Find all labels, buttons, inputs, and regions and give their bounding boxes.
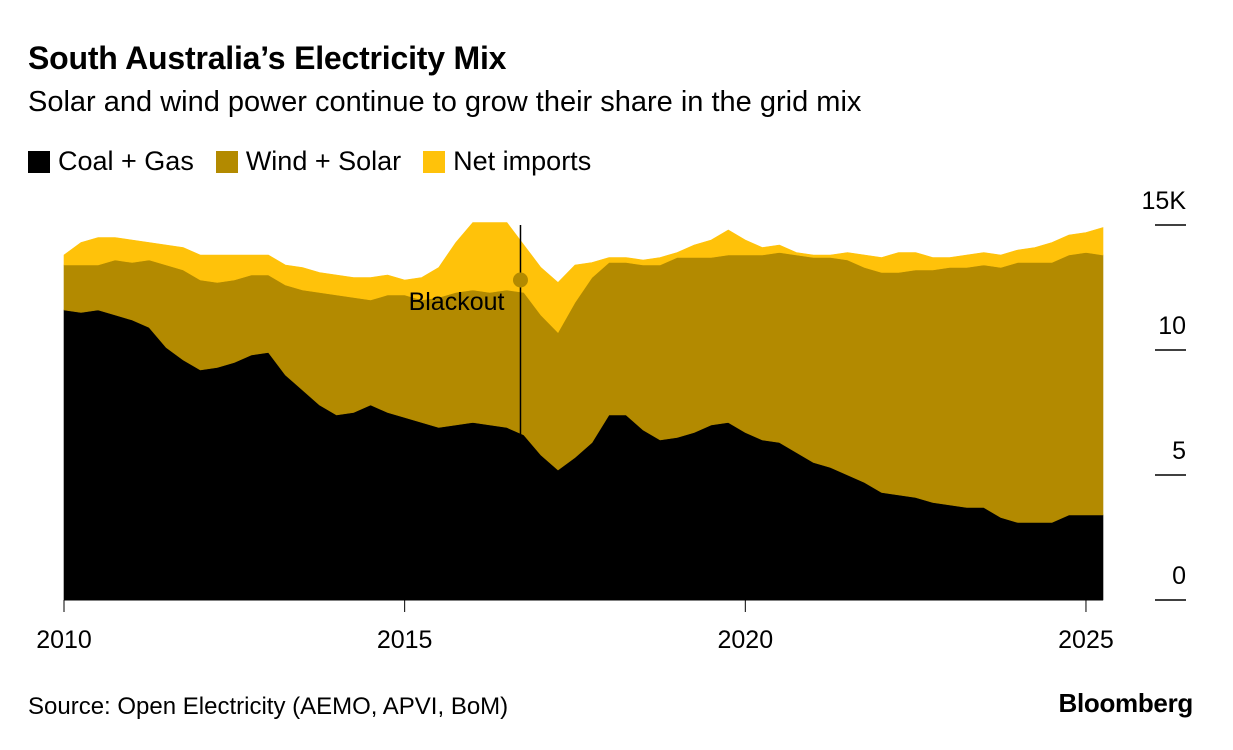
annotation-marker-blackout — [512, 272, 528, 288]
x-tick-label-2025: 2025 — [1058, 626, 1114, 654]
legend-label-net-imports: Net imports — [453, 146, 592, 176]
legend-label-coal-gas: Coal + Gas — [58, 146, 194, 176]
area-layers — [63, 222, 1104, 601]
y-tick-label-0: 0 — [1172, 562, 1186, 590]
brand-logo: Bloomberg — [1058, 688, 1193, 718]
legend-swatch-coal-gas — [28, 150, 50, 173]
source-note: Source: Open Electricity (AEMO, APVI, Bo… — [28, 693, 509, 720]
legend-swatch-wind-solar — [215, 150, 238, 173]
legend-item-net-imports: Net imports — [423, 146, 591, 177]
y-tick-label-15: 15K — [1142, 187, 1187, 215]
legend-swatch-net-imports — [423, 150, 446, 173]
x-tick-label-2020: 2020 — [717, 626, 773, 654]
annotation-label-blackout: Blackout — [409, 288, 505, 316]
legend-item-wind-solar: Wind + Solar — [215, 146, 402, 177]
legend: Coal + Gas Wind + Solar Net imports — [28, 146, 613, 177]
area-net-imports — [63, 222, 1104, 333]
y-tick-label-10: 10 — [1158, 312, 1186, 340]
x-tick-label-2010: 2010 — [36, 626, 92, 654]
x-tick-label-2015: 2015 — [377, 626, 433, 654]
legend-label-wind-solar: Wind + Solar — [245, 146, 402, 176]
chart-title: South Australia’s Electricity Mix — [28, 40, 507, 76]
chart-subtitle: Solar and wind power continue to grow th… — [28, 86, 862, 118]
legend-item-coal-gas: Coal + Gas — [28, 146, 194, 177]
y-tick-label-5: 5 — [1172, 437, 1186, 465]
